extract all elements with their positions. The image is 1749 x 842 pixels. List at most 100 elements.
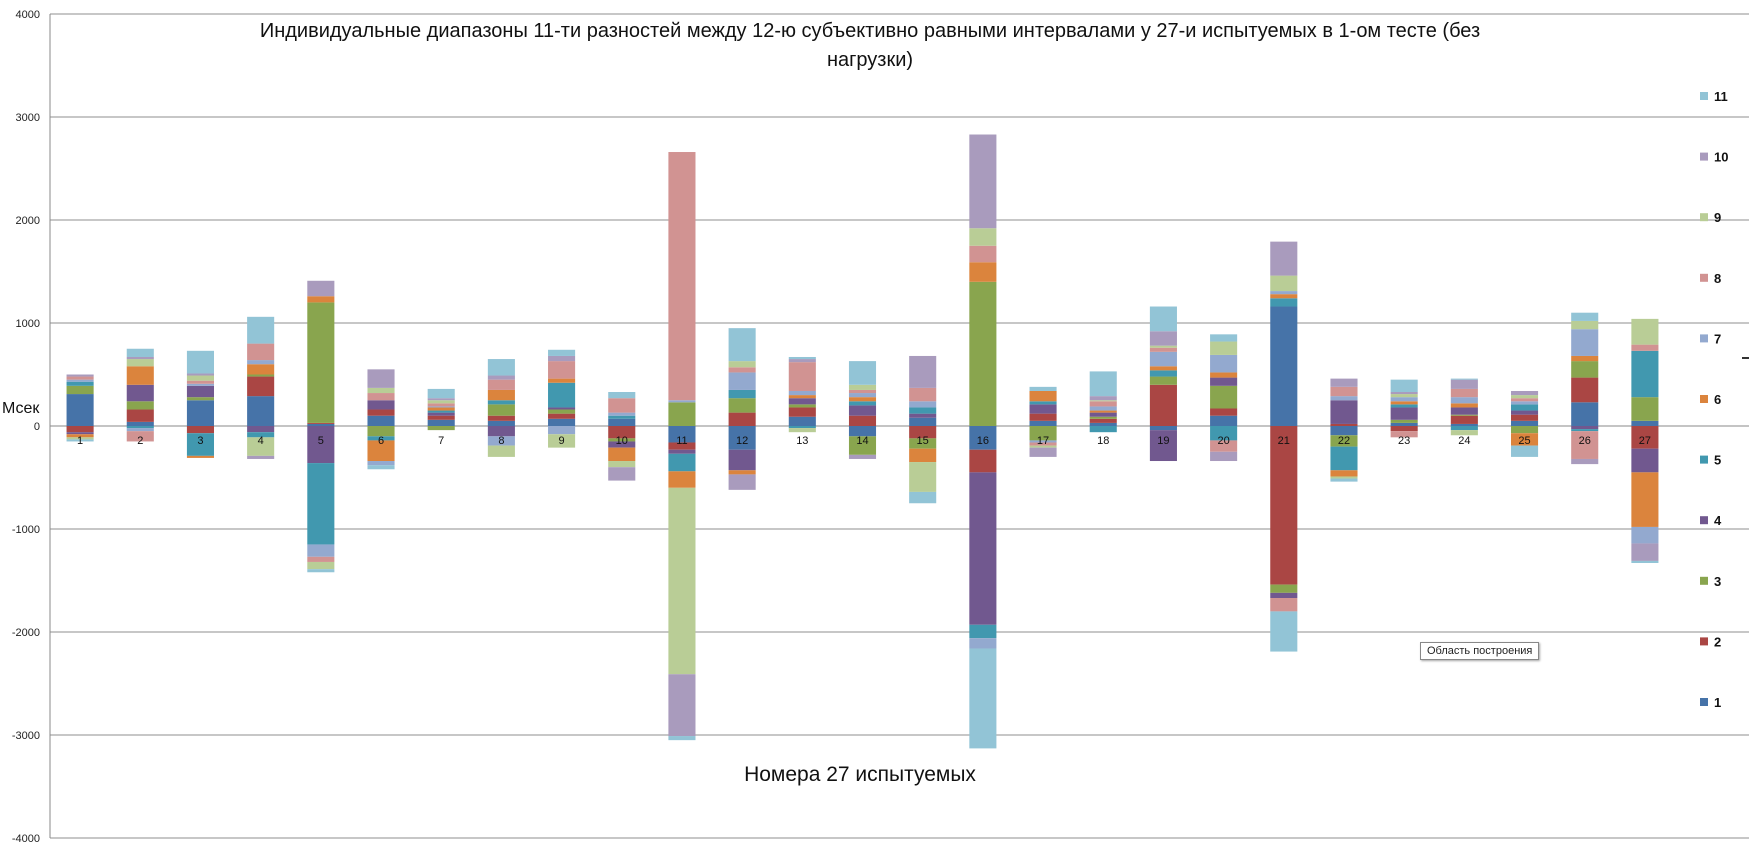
bar-segment-series-2-subject-9[interactable] [548,413,576,419]
bar-segment-series-8-subject-26[interactable] [1571,431,1599,459]
bar-segment-series-6-subject-12[interactable] [728,470,756,475]
bar-segment-series-9-subject-5[interactable] [307,561,335,570]
bar-segment-series-6-subject-8[interactable] [487,389,515,401]
bar-segment-series-6-subject-3[interactable] [186,455,215,458]
bar-segment-series-6-subject-9[interactable] [548,378,576,383]
bar-segment-series-10-subject-1[interactable] [66,374,94,377]
bar-segment-series-10-subject-26[interactable] [1571,458,1599,465]
bar-segment-series-1-subject-12[interactable] [728,426,756,450]
bar-segment-series-10-subject-12[interactable] [728,474,756,490]
bar-segment-series-7-subject-6[interactable] [367,461,395,466]
bar-segment-series-4-subject-10[interactable] [608,441,636,448]
bar-segment-series-5-subject-19[interactable] [1149,370,1177,377]
bar-segment-series-11-subject-1[interactable] [66,439,94,442]
bar-segment-series-1-subject-17[interactable] [1029,420,1057,426]
bar-segment-series-3-subject-2[interactable] [126,401,154,410]
bar-segment-series-4-subject-12[interactable] [728,449,756,471]
bar-segment-series-5-subject-26[interactable] [1571,429,1599,432]
bar-segment-series-1-subject-3[interactable] [186,400,215,426]
bar-segment-series-1-subject-24[interactable] [1450,423,1478,426]
bar-segment-series-6-subject-5[interactable] [307,296,335,303]
bar-segment-series-2-subject-13[interactable] [788,407,816,417]
bar-segment-series-11-subject-12[interactable] [728,328,756,362]
bar-segment-series-7-subject-13[interactable] [788,390,816,396]
bar-segment-series-2-subject-2[interactable] [126,409,154,422]
bar-segment-series-7-subject-9[interactable] [548,426,576,435]
bar-segment-series-8-subject-5[interactable] [307,556,335,562]
bar-segment-series-7-subject-26[interactable] [1571,329,1599,356]
bar-segment-series-1-subject-27[interactable] [1631,420,1659,426]
bar-segment-series-6-subject-22[interactable] [1330,470,1358,477]
bar-segment-series-9-subject-7[interactable] [427,400,455,404]
bar-segment-series-9-subject-4[interactable] [247,437,275,456]
bar-segment-series-5-subject-12[interactable] [728,389,756,399]
bar-segment-series-7-subject-5[interactable] [307,544,335,557]
bar-segment-series-1-subject-9[interactable] [548,418,576,426]
bar-segment-series-7-subject-2[interactable] [126,428,154,432]
bar-segment-series-3-subject-15[interactable] [909,438,937,449]
bar-segment-series-5-subject-6[interactable] [367,436,395,441]
bar-segment-series-11-subject-27[interactable] [1631,560,1659,563]
bar-segment-series-7-subject-22[interactable] [1330,396,1358,401]
bar-segment-series-10-subject-24[interactable] [1450,379,1478,389]
bar-segment-series-2-subject-26[interactable] [1571,377,1599,403]
bar-segment-series-6-subject-2[interactable] [126,366,154,385]
bar-segment-series-3-subject-26[interactable] [1571,361,1599,378]
bar-segment-series-10-subject-2[interactable] [126,356,154,360]
bar-segment-series-10-subject-20[interactable] [1210,451,1238,462]
bar-segment-series-5-subject-10[interactable] [608,415,636,419]
bar-segment-series-1-subject-23[interactable] [1390,422,1418,426]
bar-segment-series-6-subject-13[interactable] [788,395,816,399]
bar-segment-series-5-subject-21[interactable] [1270,298,1298,307]
bar-segment-series-6-subject-21[interactable] [1270,294,1298,299]
bar-segment-series-6-subject-18[interactable] [1089,410,1117,413]
bar-segment-series-5-subject-20[interactable] [1210,426,1238,441]
bar-segment-series-8-subject-15[interactable] [909,387,937,402]
bar-segment-series-4-subject-21[interactable] [1270,592,1298,599]
bar-segment-series-1-subject-1[interactable] [66,394,94,426]
bar-segment-series-4-subject-26[interactable] [1571,426,1599,430]
bar-segment-series-5-subject-9[interactable] [548,382,576,408]
bar-segment-series-3-subject-23[interactable] [1390,419,1418,423]
bar-segment-series-1-subject-15[interactable] [909,417,937,426]
bar-segment-series-1-subject-11[interactable] [668,426,696,443]
bar-segment-series-1-subject-16[interactable] [969,426,997,450]
bar-segment-series-2-subject-24[interactable] [1450,415,1478,424]
bar-segment-series-6-subject-26[interactable] [1571,355,1599,362]
bar-segment-series-10-subject-17[interactable] [1029,447,1057,457]
bar-segment-series-9-subject-25[interactable] [1510,395,1539,399]
bar-segment-series-7-subject-21[interactable] [1270,291,1298,295]
bar-segment-series-1-subject-20[interactable] [1210,415,1238,426]
bar-segment-series-2-subject-3[interactable] [186,426,215,434]
bar-segment-series-3-subject-13[interactable] [788,404,816,408]
bar-segment-series-10-subject-9[interactable] [548,355,576,362]
bar-segment-series-2-subject-23[interactable] [1390,426,1418,432]
bar-segment-series-4-subject-15[interactable] [909,413,937,418]
bar-segment-series-8-subject-3[interactable] [186,380,215,384]
bar-segment-series-6-subject-25[interactable] [1510,433,1539,446]
bar-segment-series-4-subject-24[interactable] [1450,407,1478,415]
bar-segment-series-1-subject-8[interactable] [487,420,515,426]
bar-segment-series-5-subject-4[interactable] [247,432,275,438]
bar-segment-series-3-subject-21[interactable] [1270,584,1298,593]
bar-segment-series-8-subject-9[interactable] [548,361,576,379]
bar-segment-series-4-subject-25[interactable] [1510,410,1539,415]
bar-segment-series-6-subject-10[interactable] [608,447,636,462]
bar-segment-series-7-subject-18[interactable] [1089,406,1117,411]
bar-segment-series-5-subject-14[interactable] [848,401,877,406]
bar-segment-series-7-subject-23[interactable] [1390,397,1418,402]
bar-segment-series-9-subject-8[interactable] [487,445,515,457]
bar-segment-series-7-subject-12[interactable] [728,372,756,390]
bar-segment-series-5-subject-1[interactable] [66,381,94,386]
bar-segment-series-8-subject-6[interactable] [367,393,395,401]
bar-segment-series-10-subject-25[interactable] [1510,390,1539,396]
bar-segment-series-9-subject-9[interactable] [548,434,576,448]
bars[interactable] [66,134,1659,749]
bar-segment-series-8-subject-1[interactable] [66,376,94,380]
bar-segment-series-1-subject-22[interactable] [1330,426,1358,436]
bar-segment-series-6-subject-6[interactable] [367,440,395,462]
bar-segment-series-9-subject-19[interactable] [1149,345,1177,348]
bar-segment-series-4-subject-7[interactable] [427,412,455,416]
bar-segment-series-8-subject-17[interactable] [1029,442,1057,446]
bar-segment-series-8-subject-22[interactable] [1330,386,1358,397]
